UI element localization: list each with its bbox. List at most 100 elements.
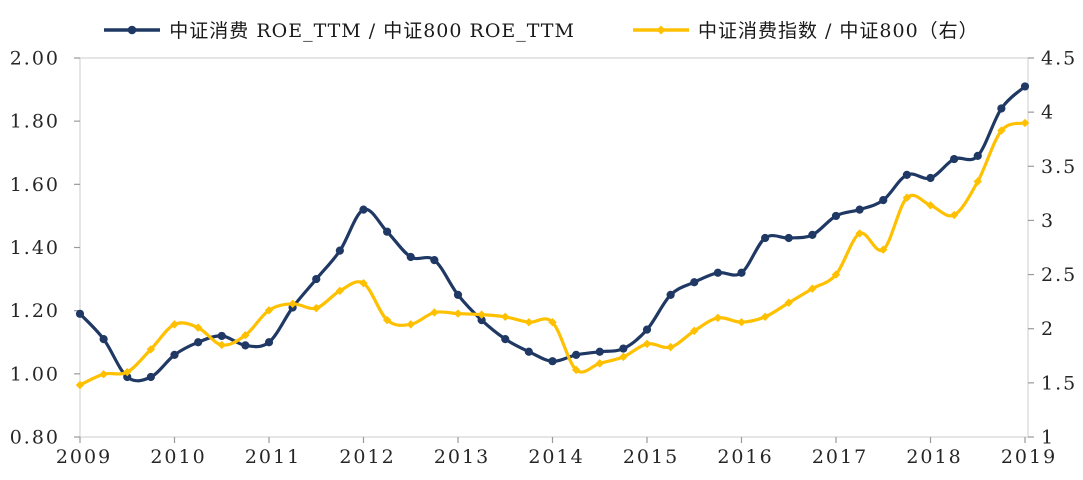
data-point-marker [973, 177, 982, 186]
data-point-marker [902, 193, 912, 202]
legend-label-index-ratio: 中证消费指数 / 中证800（右） [697, 20, 979, 42]
data-point-marker [784, 298, 793, 307]
x-axis-tick-label: 2015 [623, 446, 679, 468]
legend-item-index-ratio: 中证消费指数 / 中证800（右） [632, 16, 979, 43]
left-axis-tick-label: 2.00 [10, 48, 60, 70]
data-point-marker [241, 341, 250, 350]
data-point-marker [430, 256, 439, 265]
data-point-marker [312, 303, 321, 313]
x-axis-tick-label: 2013 [434, 446, 490, 468]
right-axis-tick-label: 2 [1041, 318, 1055, 340]
right-axis-tick-label: 2.5 [1041, 264, 1077, 286]
data-point-marker [335, 286, 345, 296]
data-point-marker [383, 227, 392, 236]
data-point-marker [217, 340, 226, 350]
data-point-marker [123, 367, 132, 377]
data-point-marker [170, 350, 179, 359]
data-point-marker [406, 320, 415, 329]
data-point-marker [572, 350, 581, 359]
right-axis-tick-label: 1 [1041, 427, 1055, 449]
data-point-marker [713, 313, 723, 323]
data-point-marker [241, 331, 250, 340]
data-point-marker [784, 233, 793, 243]
data-point-marker [973, 151, 982, 161]
data-point-marker [761, 233, 770, 243]
data-point-marker [217, 331, 226, 341]
left-axis-tick-label: 0.80 [10, 427, 60, 449]
data-point-marker [855, 205, 864, 214]
data-point-marker [737, 318, 746, 327]
data-point-marker [879, 196, 888, 205]
data-point-marker [713, 268, 722, 277]
left-axis: 2.00 1.80 1.60 1.40 1.20 1.00 0.80 [10, 48, 80, 449]
data-point-marker [312, 274, 321, 284]
data-point-marker [524, 318, 534, 327]
data-point-marker [359, 205, 368, 214]
data-point-marker [430, 308, 439, 317]
chart-legend: 中证消费 ROE_TTM / 中证800 ROE_TTM 中证消费指数 / 中证… [0, 16, 1083, 43]
data-point-marker [406, 252, 415, 262]
data-point-marker [997, 104, 1006, 113]
data-point-marker [524, 347, 533, 356]
data-point-marker [501, 312, 510, 322]
data-point-marker [99, 369, 108, 379]
data-point-marker [146, 345, 156, 354]
right-axis-tick-label: 4.5 [1041, 48, 1077, 70]
x-axis-tick-label: 2012 [339, 446, 395, 468]
x-axis-tick-label: 2017 [812, 446, 868, 468]
left-axis-tick-label: 1.00 [10, 363, 60, 385]
data-point-marker [760, 312, 770, 322]
data-point-marker [453, 290, 463, 299]
data-point-marker [123, 372, 132, 382]
x-axis-tick-label: 2014 [528, 446, 584, 468]
left-axis-tick-label: 1.40 [10, 237, 60, 259]
data-point-marker [99, 334, 108, 344]
data-point-marker [737, 268, 746, 277]
data-point-marker [477, 310, 486, 319]
data-point-marker [690, 326, 699, 336]
data-point-marker [193, 323, 203, 332]
x-axis-tick-label: 2016 [717, 446, 773, 468]
data-point-marker [619, 344, 628, 353]
data-point-marker [264, 338, 274, 347]
legend-yellow-line-diamond-icon [632, 24, 689, 36]
data-point-marker [808, 230, 817, 239]
right-axis-tick-label: 4 [1041, 102, 1055, 124]
data-point-marker [264, 306, 274, 315]
data-point-marker [288, 299, 297, 309]
legend-item-roe-ratio: 中证消费 ROE_TTM / 中证800 ROE_TTM [104, 16, 575, 43]
data-point-marker [571, 365, 581, 375]
legend-blue-line-dot-icon [104, 24, 161, 36]
x-axis-tick-label: 2011 [245, 446, 301, 468]
data-point-marker [548, 357, 557, 366]
data-point-marker [382, 315, 392, 325]
data-point-marker [501, 334, 510, 344]
data-point-marker [666, 342, 675, 352]
data-point-marker [335, 246, 344, 255]
data-point-marker [808, 284, 817, 293]
data-point-marker [950, 154, 959, 164]
legend-label-roe-ratio: 中证消费 ROE_TTM / 中证800 ROE_TTM [169, 20, 575, 42]
left-axis-tick-label: 1.20 [10, 300, 60, 322]
data-point-marker [642, 325, 652, 334]
data-point-marker [75, 380, 85, 390]
data-point-marker [997, 126, 1006, 135]
data-point-marker [831, 270, 841, 279]
x-axis-tick-label: 2019 [1001, 446, 1057, 468]
right-axis-tick-label: 1.5 [1041, 372, 1077, 394]
data-point-marker [831, 211, 841, 221]
series-index-ratio [75, 118, 1030, 390]
data-point-marker [170, 320, 179, 329]
data-point-marker [926, 201, 935, 210]
series-roe-ratio [75, 82, 1030, 383]
data-point-marker [949, 210, 959, 220]
data-point-marker [359, 279, 368, 288]
data-point-marker [548, 318, 557, 327]
x-axis-tick-label: 2010 [150, 446, 206, 468]
left-axis-tick-label: 1.80 [10, 111, 60, 133]
data-point-marker [595, 359, 604, 368]
data-point-marker [902, 170, 911, 179]
data-point-marker [146, 372, 155, 382]
